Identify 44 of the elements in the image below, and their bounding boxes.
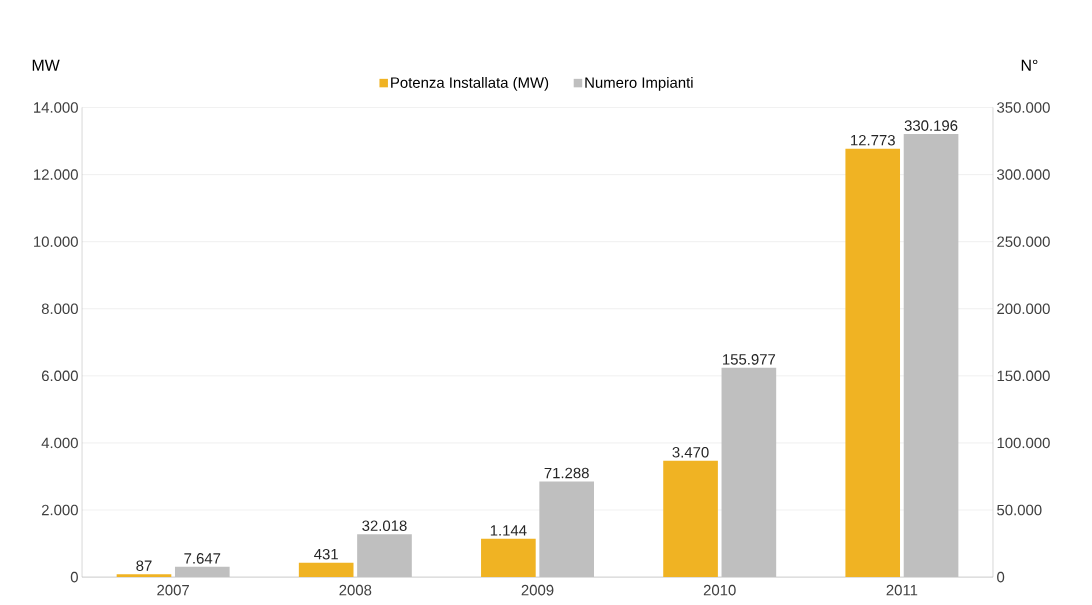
y-tick-label: 10.000 — [34, 236, 78, 247]
y-axis-title: MW — [32, 59, 60, 71]
y-tick-label: 6.000 — [41, 370, 78, 381]
y-tick-label: 14.000 — [34, 102, 78, 113]
data-label: 87 — [136, 560, 152, 571]
y-tick-label: 8.000 — [41, 303, 78, 314]
data-label: 71.288 — [544, 467, 589, 479]
bar — [903, 133, 959, 577]
bar — [174, 566, 230, 577]
x-tick-label: 2010 — [703, 584, 736, 596]
bar — [539, 481, 594, 577]
bar — [481, 538, 536, 577]
bar — [357, 533, 412, 577]
bar — [116, 574, 172, 577]
legend-label: Potenza Installata (MW) — [391, 76, 549, 91]
y2-tick-label: 0 — [997, 571, 1005, 583]
legend-label: Numero Impianti — [585, 76, 693, 91]
data-label: 330.196 — [904, 120, 958, 131]
x-tick-label: 2008 — [339, 584, 372, 596]
data-label: 1.144 — [490, 525, 527, 536]
y2-tick-label: 250.000 — [997, 236, 1050, 247]
y2-tick-label: 350.000 — [997, 102, 1050, 113]
y-tick-label: 4.000 — [41, 437, 78, 449]
data-label: 3.470 — [672, 446, 709, 458]
bar — [721, 367, 777, 577]
data-label: 7.647 — [184, 552, 221, 564]
y2-axis-title: N° — [1021, 59, 1038, 71]
data-label: 431 — [314, 548, 338, 560]
bar — [298, 562, 354, 577]
y2-tick-label: 300.000 — [997, 169, 1050, 180]
y2-tick-label: 150.000 — [997, 370, 1050, 381]
y2-tick-label: 100.000 — [997, 437, 1050, 449]
y2-tick-label: 200.000 — [997, 303, 1050, 314]
y-tick-label: 0 — [70, 571, 78, 583]
data-label: 12.773 — [851, 134, 895, 146]
data-label: 32.018 — [362, 520, 407, 531]
y-tick-label: 12.000 — [34, 169, 78, 180]
x-tick-label: 2007 — [157, 584, 189, 596]
bar — [663, 460, 718, 577]
x-tick-label: 2011 — [886, 584, 918, 596]
y2-tick-label: 50.000 — [997, 504, 1042, 516]
y-tick-label: 2.000 — [41, 504, 78, 516]
x-tick-label: 2009 — [521, 584, 554, 596]
data-label: 155.977 — [723, 353, 776, 365]
